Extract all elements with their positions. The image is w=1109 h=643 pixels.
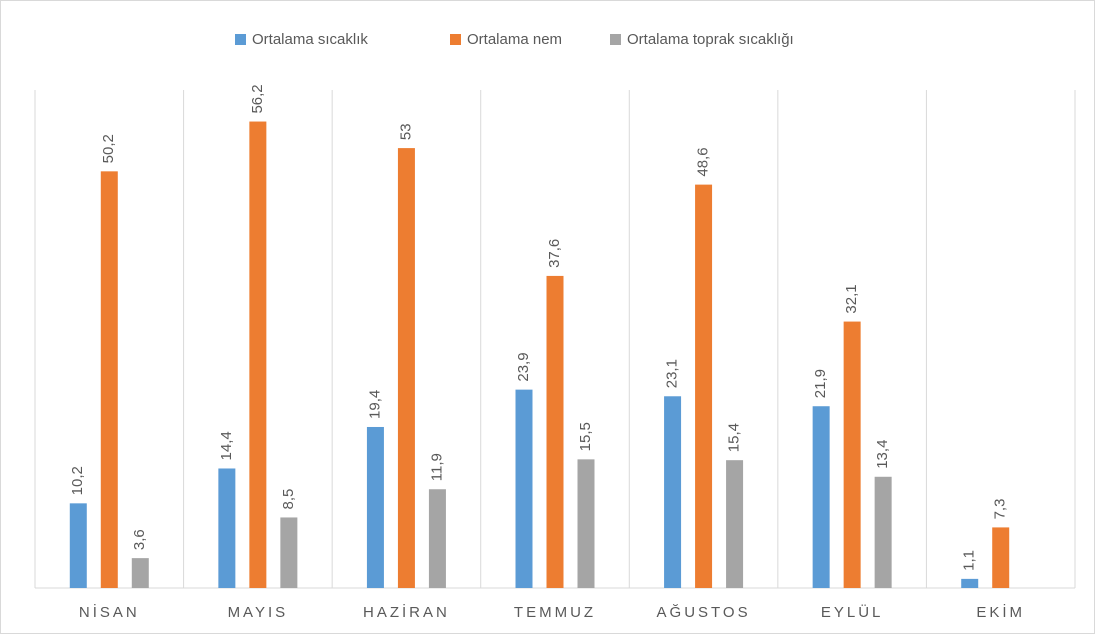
bar xyxy=(249,121,267,588)
bar xyxy=(428,489,446,588)
x-tick-label: TEMMUZ xyxy=(514,604,596,621)
legend-label: Ortalama nem xyxy=(467,31,562,48)
bar xyxy=(397,148,415,588)
legend-swatch xyxy=(235,34,246,45)
legend-swatch xyxy=(610,34,621,45)
bar xyxy=(131,558,149,588)
bar xyxy=(961,578,979,588)
bar xyxy=(843,321,861,588)
bar xyxy=(726,460,744,588)
bar xyxy=(218,468,236,588)
x-tick-label: MAYIS xyxy=(228,604,289,621)
data-label: 48,6 xyxy=(695,147,712,176)
bar xyxy=(546,275,564,588)
data-label: 8,5 xyxy=(280,489,297,510)
data-label: 1,1 xyxy=(961,550,978,571)
x-tick-label: EYLÜL xyxy=(821,603,884,621)
x-tick-label: EKİM xyxy=(976,603,1025,621)
data-label: 56,2 xyxy=(249,84,266,113)
x-tick-label: AĞUSTOS xyxy=(657,604,751,621)
data-label: 50,2 xyxy=(100,134,117,163)
data-label: 32,1 xyxy=(843,284,860,313)
bar xyxy=(366,426,384,588)
bar xyxy=(100,171,118,588)
data-label: 19,4 xyxy=(366,390,383,419)
legend-swatch xyxy=(450,34,461,45)
bar xyxy=(874,476,892,588)
bar xyxy=(69,503,87,588)
data-label: 23,9 xyxy=(515,352,532,381)
bar xyxy=(812,406,830,588)
bar xyxy=(577,459,595,588)
x-tick-label: NİSAN xyxy=(79,603,140,621)
data-label: 15,4 xyxy=(726,423,743,452)
data-label: 13,4 xyxy=(874,440,891,469)
data-label: 15,5 xyxy=(577,422,594,451)
data-label: 53 xyxy=(397,123,414,140)
legend-label: Ortalama sıcaklık xyxy=(252,31,368,48)
bar xyxy=(280,517,298,588)
bar xyxy=(992,527,1010,588)
data-label: 37,6 xyxy=(546,239,563,268)
data-label: 21,9 xyxy=(812,369,829,398)
x-tick-label: HAZİRAN xyxy=(363,603,450,621)
data-label: 3,6 xyxy=(131,529,148,550)
data-label: 7,3 xyxy=(992,499,1009,520)
bar xyxy=(695,184,713,588)
legend-label: Ortalama toprak sıcaklığı xyxy=(627,31,794,48)
data-label: 14,4 xyxy=(218,431,235,460)
bar xyxy=(664,396,682,588)
bar xyxy=(515,389,533,588)
data-label: 11,9 xyxy=(428,453,445,481)
data-label: 10,2 xyxy=(69,466,86,495)
data-label: 23,1 xyxy=(664,359,681,388)
